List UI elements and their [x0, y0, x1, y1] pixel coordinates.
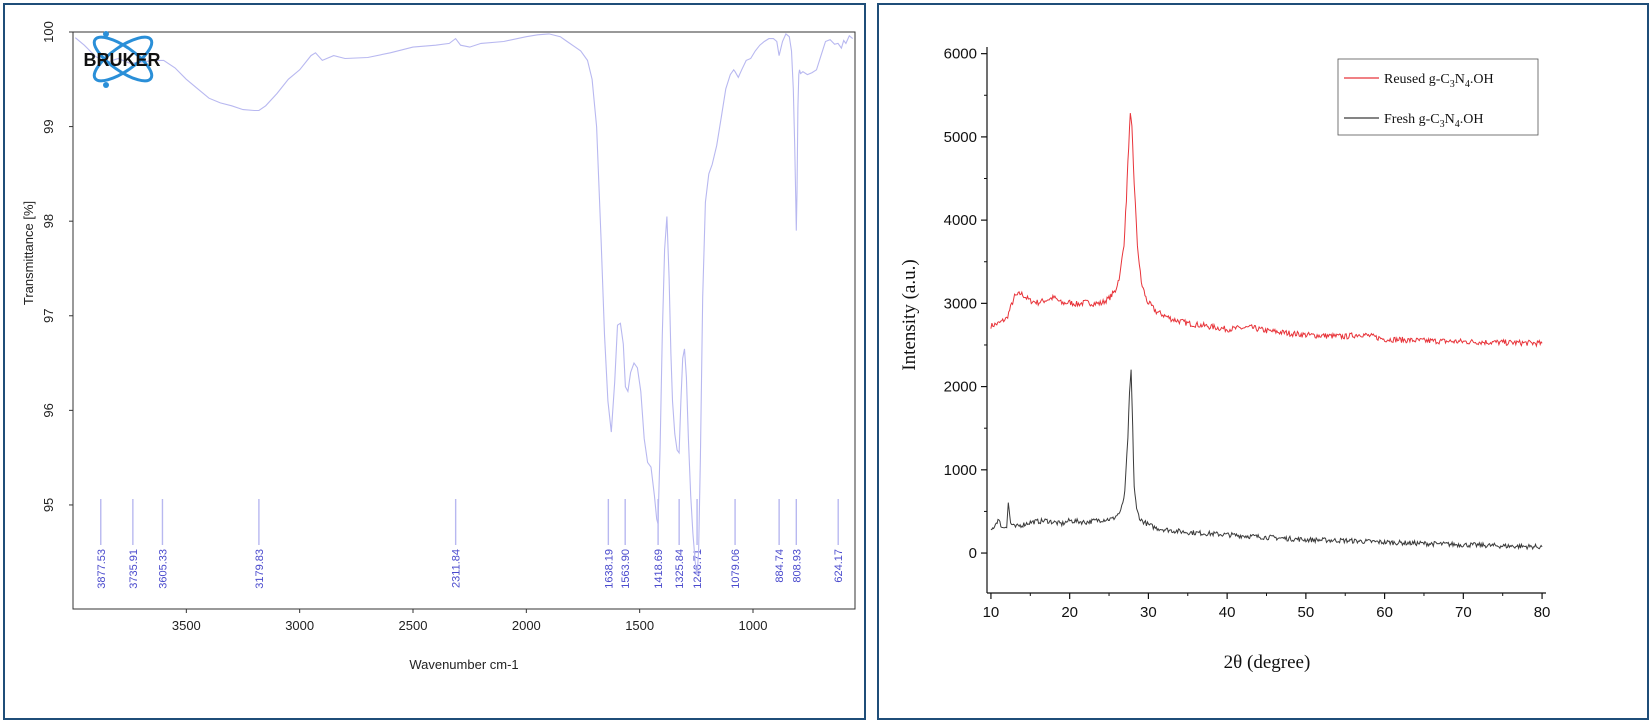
peak-label: 3179.83 [254, 549, 266, 589]
legend-label-fresh: Fresh g-C3N4.OH [1384, 112, 1483, 130]
peak-label: 808.93 [791, 549, 803, 583]
logo-dot-2 [103, 82, 109, 88]
peak-label: 3605.33 [157, 549, 169, 589]
xrd-x-tick-label: 10 [983, 604, 1000, 621]
peak-label: 624.17 [833, 549, 845, 583]
ftir-x-tick-label: 3500 [172, 618, 201, 633]
ftir-y-tick-label: 98 [41, 214, 56, 228]
legend-box [1337, 58, 1539, 136]
logo-orbit-1 [92, 35, 154, 83]
logo-dot-1 [103, 31, 109, 37]
ftir-x-tick-label: 1000 [739, 618, 768, 633]
peak-label: 3735.91 [128, 549, 140, 589]
ftir-x-tick-label: 2000 [512, 618, 541, 633]
logo-orbit-2 [92, 35, 154, 83]
ftir-x-tick-label: 3000 [285, 618, 314, 633]
peak-label: 3877.53 [96, 549, 108, 589]
xrd-y-tick-label: 1000 [944, 462, 977, 479]
peak-label: 1563.90 [620, 549, 632, 589]
peak-label: 1418.69 [653, 549, 665, 589]
xrd-y-tick-label: 6000 [944, 46, 977, 63]
fresh-pattern-line [990, 369, 1543, 551]
xrd-x-tick-label: 50 [1298, 604, 1315, 621]
ftir-x-tick-label: 2500 [399, 618, 428, 633]
ftir-chart: 100 99 98 97 96 95 3500 3000 2500 2000 1500 1000 38… [21, 21, 856, 672]
ftir-y-tick-label: 95 [41, 498, 56, 512]
bruker-logo: BRUKER [83, 31, 161, 88]
legend: Reused g-C3N4.OH Fresh g-C3N4.OH [1337, 58, 1539, 136]
ftir-x-axis-title: Wavenumber cm-1 [409, 657, 518, 672]
ftir-panel: 100 99 98 97 96 95 3500 3000 2500 2000 1500 1000 38… [3, 3, 866, 720]
xrd-y-tick-label: 4000 [944, 212, 977, 229]
ftir-y-tick-label: 100 [41, 21, 56, 43]
xrd-x-tick-label: 20 [1061, 604, 1078, 621]
peak-label: 1325.84 [674, 549, 686, 589]
ftir-y-tick-label: 97 [41, 309, 56, 323]
ftir-y-tick-label: 96 [41, 403, 56, 417]
xrd-x-tick-label: 80 [1534, 604, 1551, 621]
ftir-x-tick-label: 1500 [625, 618, 654, 633]
xrd-x-tick-label: 70 [1455, 604, 1472, 621]
peak-label: 2311.84 [451, 549, 463, 588]
peak-label: 1638.19 [603, 549, 615, 589]
xrd-panel: 0 1000 2000 3000 4000 5000 6000 10 20 30 40 50 60 70 8… [877, 3, 1649, 720]
xrd-y-axis-title: Intensity (a.u.) [899, 259, 920, 370]
ftir-y-tick-label: 99 [41, 119, 56, 133]
xrd-chart: 0 1000 2000 3000 4000 5000 6000 10 20 30 40 50 60 70 8… [899, 46, 1551, 673]
xrd-x-tick-label: 40 [1219, 604, 1236, 621]
legend-label-reused: Reused g-C3N4.OH [1384, 72, 1494, 90]
peak-label: 884.74 [774, 549, 786, 583]
xrd-y-tick-label: 5000 [944, 129, 977, 146]
xrd-x-tick-label: 30 [1140, 604, 1157, 621]
ftir-plot-area [72, 31, 856, 610]
ftir-spectrum-line [74, 33, 854, 575]
peak-label: 1079.06 [730, 549, 742, 589]
logo-text: BRUKER [83, 50, 160, 70]
reused-pattern-line [990, 113, 1543, 348]
ftir-y-axis-title: Transmittance [%] [21, 201, 36, 305]
xrd-x-axis-title: 2θ (degree) [1224, 652, 1311, 673]
xrd-y-tick-label: 2000 [944, 379, 977, 396]
xrd-y-tick-label: 0 [969, 545, 977, 562]
xrd-y-tick-label: 3000 [944, 295, 977, 312]
xrd-x-tick-label: 60 [1376, 604, 1393, 621]
